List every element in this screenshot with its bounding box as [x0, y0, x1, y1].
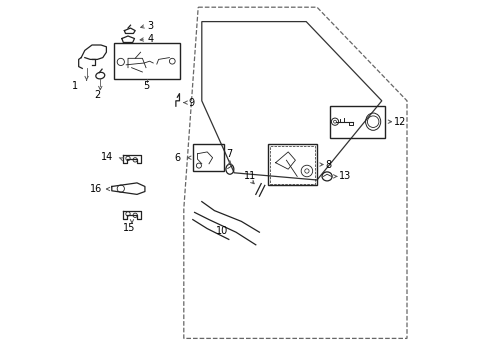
Text: 7: 7	[226, 149, 233, 159]
Text: 1: 1	[72, 81, 78, 91]
Bar	[270, 146, 315, 184]
Bar	[269, 144, 317, 185]
Bar	[114, 43, 180, 79]
Text: 8: 8	[325, 159, 331, 170]
Text: 9: 9	[189, 98, 195, 108]
Text: 12: 12	[393, 117, 406, 127]
Text: 5: 5	[144, 81, 150, 91]
Text: 13: 13	[339, 171, 351, 181]
Text: 16: 16	[90, 184, 102, 194]
Text: 11: 11	[244, 171, 256, 181]
Text: 6: 6	[174, 153, 180, 163]
Text: 14: 14	[101, 152, 113, 162]
Text: 2: 2	[95, 90, 101, 100]
Text: 3: 3	[147, 21, 153, 31]
Bar	[330, 106, 386, 138]
Text: 10: 10	[216, 226, 228, 236]
Text: 15: 15	[122, 223, 135, 233]
Text: 4: 4	[147, 34, 153, 44]
Bar	[193, 144, 224, 171]
